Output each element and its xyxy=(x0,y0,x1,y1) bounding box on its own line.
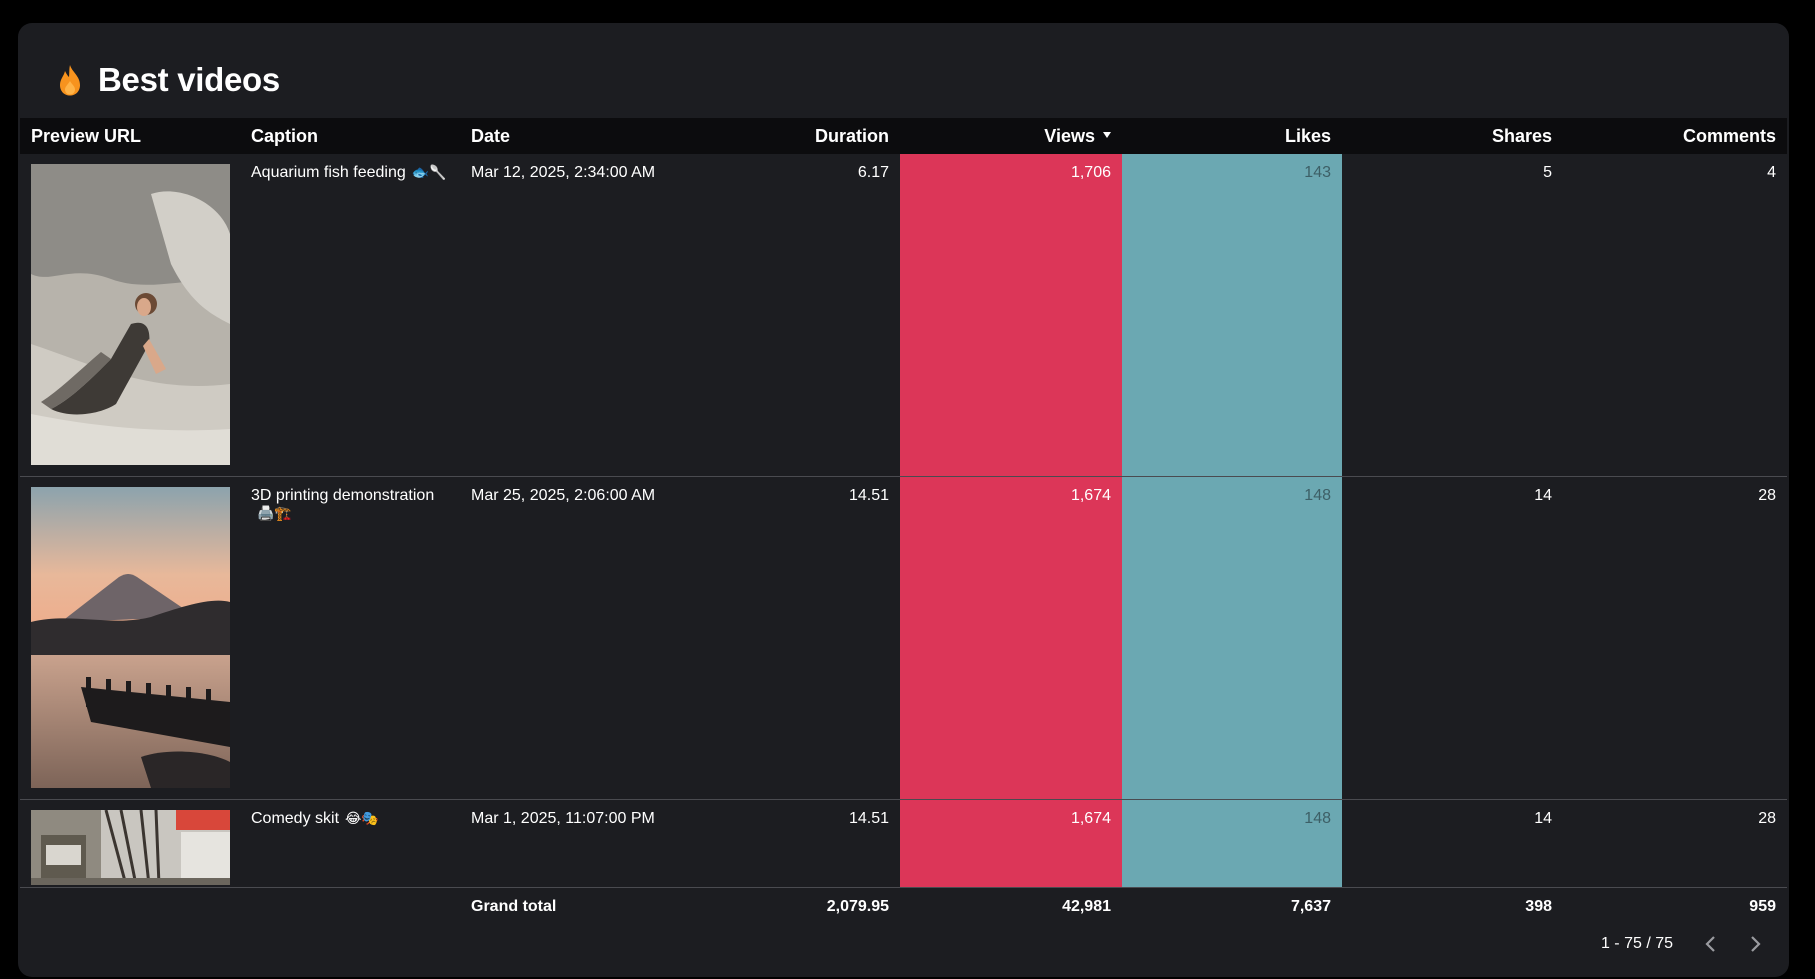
table-header-row: Preview URL Caption Date Duration Views … xyxy=(20,118,1787,154)
duration-cell: 6.17 xyxy=(680,154,900,477)
column-header-caption[interactable]: Caption xyxy=(240,118,460,154)
total-likes: 7,637 xyxy=(1290,898,1331,915)
previous-page-button[interactable] xyxy=(1701,933,1719,955)
caption-text: Aquarium fish feeding xyxy=(251,164,406,181)
caption-emoji: 😂🎭 xyxy=(345,810,379,826)
grand-total-row: Grand total 2,079.95 42,981 7,637 398 95… xyxy=(20,888,1787,927)
total-duration: 2,079.95 xyxy=(826,898,889,915)
likes-cell: 148 xyxy=(1122,799,1342,888)
column-header-views[interactable]: Views xyxy=(900,118,1122,154)
total-comments: 959 xyxy=(1749,898,1776,915)
table-row[interactable]: Comedy skit 😂🎭 Mar 1, 2025, 11:07:00 PM 1… xyxy=(20,799,1787,888)
column-header-likes[interactable]: Likes xyxy=(1122,118,1342,154)
likes-cell: 143 xyxy=(1122,154,1342,477)
shares-cell: 14 xyxy=(1342,476,1563,800)
column-header-duration[interactable]: Duration xyxy=(680,118,900,154)
videos-table: Preview URL Caption Date Duration Views … xyxy=(20,118,1787,926)
column-header-views-label: Views xyxy=(1044,125,1095,146)
date-cell: Mar 12, 2025, 2:34:00 AM xyxy=(460,154,680,477)
caption-cell: Comedy skit 😂🎭 xyxy=(240,799,460,888)
shares-cell: 14 xyxy=(1342,799,1563,888)
total-empty-cell xyxy=(240,888,460,927)
caption-text: 3D printing demonstration xyxy=(251,487,435,504)
next-page-button[interactable] xyxy=(1747,933,1765,955)
date-cell: Mar 25, 2025, 2:06:00 AM xyxy=(460,476,680,800)
comments-cell: 28 xyxy=(1563,799,1787,888)
views-cell: 1,674 xyxy=(900,799,1122,888)
comments-cell: 28 xyxy=(1563,476,1787,800)
table-row[interactable]: 3D printing demonstration🖨️🏗️ Mar 25, 20… xyxy=(20,476,1787,800)
page-title: Best videos xyxy=(98,61,280,98)
duration-cell: 14.51 xyxy=(680,799,900,888)
total-empty-cell xyxy=(20,888,240,927)
duration-cell: 14.51 xyxy=(680,476,900,800)
caption-cell: Aquarium fish feeding 🐟🥄 xyxy=(240,154,460,477)
comments-cell: 4 xyxy=(1563,154,1787,477)
views-cell: 1,674 xyxy=(900,476,1122,800)
total-views: 42,981 xyxy=(1062,898,1111,915)
column-header-shares[interactable]: Shares xyxy=(1342,118,1563,154)
preview-cell xyxy=(20,154,240,477)
table-row[interactable]: Aquarium fish feeding 🐟🥄 Mar 12, 2025, 2:… xyxy=(20,154,1787,477)
views-cell: 1,706 xyxy=(900,154,1122,477)
preview-cell xyxy=(20,799,240,888)
likes-cell: 148 xyxy=(1122,476,1342,800)
column-header-preview[interactable]: Preview URL xyxy=(20,118,240,154)
chevron-right-icon xyxy=(1751,936,1761,952)
total-shares: 398 xyxy=(1525,898,1552,915)
chevron-left-icon xyxy=(1705,936,1715,952)
shares-cell: 5 xyxy=(1342,154,1563,477)
column-header-date[interactable]: Date xyxy=(460,118,680,154)
caption-emoji: 🐟🥄 xyxy=(411,164,447,180)
caption-emoji: 🖨️🏗️ xyxy=(257,505,292,521)
grand-total-label: Grand total xyxy=(471,898,557,915)
pagination: 1 - 75 / 75 xyxy=(1601,933,1765,955)
video-thumbnail[interactable] xyxy=(31,810,230,885)
pagination-range: 1 - 75 / 75 xyxy=(1600,935,1673,952)
date-cell: Mar 1, 2025, 11:07:00 PM xyxy=(460,799,680,888)
caption-cell: 3D printing demonstration🖨️🏗️ xyxy=(240,476,460,800)
sort-descending-icon xyxy=(1103,131,1111,138)
caption-text: Comedy skit xyxy=(251,810,340,827)
preview-cell xyxy=(20,476,240,800)
flame-icon xyxy=(60,65,80,96)
video-thumbnail[interactable] xyxy=(31,164,230,465)
video-thumbnail[interactable] xyxy=(31,487,230,788)
best-videos-panel: Best videos Preview URL Caption Date Dur… xyxy=(18,23,1789,977)
panel-header: Best videos xyxy=(56,55,280,105)
column-header-comments[interactable]: Comments xyxy=(1563,118,1787,154)
